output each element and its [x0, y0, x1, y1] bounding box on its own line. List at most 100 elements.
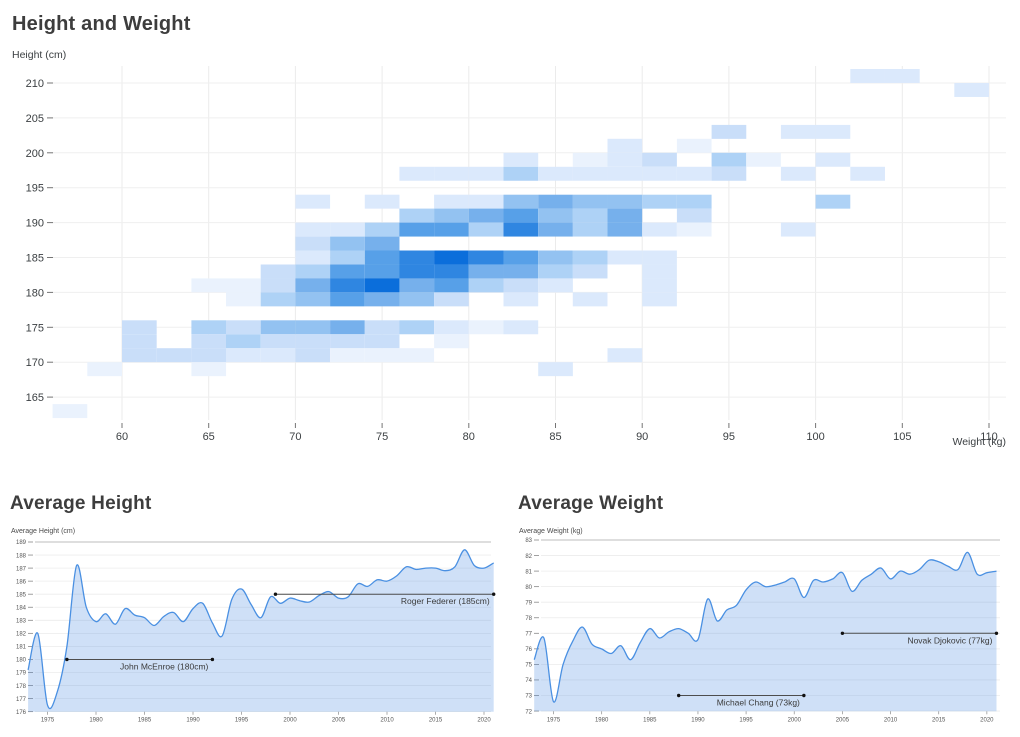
heatmap-cell — [503, 292, 539, 307]
annotation-end-dot — [802, 693, 806, 698]
heatmap-cell — [538, 194, 573, 209]
heatmap-cell — [711, 152, 747, 167]
heatmap-cell — [122, 320, 157, 335]
y-tick-label: 72 — [525, 709, 532, 715]
heatmap-cell — [434, 208, 469, 223]
heatmap-cell — [815, 124, 851, 139]
y-tick-label: 181 — [16, 645, 27, 651]
heatmap-cell — [156, 348, 192, 363]
heatmap-cell — [572, 222, 608, 237]
x-tick-label: 2015 — [932, 717, 946, 723]
x-tick-label: 105 — [893, 431, 911, 443]
x-tick-label: 1990 — [691, 717, 705, 723]
heatmap-x-axis-label: Weight (kg) — [952, 436, 1007, 448]
heatmap-cell — [468, 250, 504, 265]
heatmap-cell — [399, 166, 435, 181]
y-tick-label: 205 — [26, 113, 44, 125]
y-tick-label: 180 — [26, 287, 44, 299]
y-tick-label: 180 — [16, 658, 27, 664]
heatmap-cell — [503, 320, 539, 335]
heatmap-cell — [538, 166, 573, 181]
heatmap-cell — [434, 222, 469, 237]
heatmap-cell — [468, 278, 504, 293]
x-tick-label: 1975 — [547, 717, 561, 723]
y-tick-label: 81 — [525, 569, 532, 575]
annotation-start-dot — [65, 657, 69, 662]
heatmap-cell — [399, 292, 435, 307]
heatmap-cell — [572, 152, 608, 167]
y-tick-label: 175 — [26, 322, 44, 334]
y-tick-label: 165 — [26, 392, 44, 404]
heatmap-cell — [330, 236, 365, 251]
heatmap-cell — [191, 348, 227, 363]
heatmap-cell — [538, 278, 573, 293]
x-tick-label: 1975 — [41, 718, 55, 724]
heatmap-cell — [538, 250, 573, 265]
heatmap-cell — [364, 348, 400, 363]
x-tick-label: 70 — [289, 431, 301, 443]
annotation-label: Michael Chang (73kg) — [717, 698, 800, 708]
heatmap-cell — [330, 278, 365, 293]
heatmap-cell — [538, 362, 573, 377]
heatmap-cell — [503, 250, 539, 265]
annotation-start-dot — [676, 693, 681, 698]
heatmap-cell — [503, 166, 539, 181]
heatmap-cell — [364, 222, 400, 237]
heatmap-cell — [780, 124, 816, 139]
heatmap-cell — [364, 236, 400, 251]
heatmap-cell — [885, 69, 920, 83]
heatmap-cell — [330, 320, 365, 335]
avg-height-y-axis-label: Average Height (cm) — [11, 528, 76, 535]
height-weight-heatmap: 60 65 70 75 80 85 90 95 100 105 110 165 170 175 180 185… — [26, 66, 1006, 443]
y-tick-label: 73 — [525, 694, 532, 700]
heatmap-cell — [330, 348, 365, 363]
heatmap-cell — [572, 208, 608, 223]
heatmap-cell — [364, 334, 400, 349]
y-tick-label: 178 — [16, 684, 27, 690]
y-tick-label: 74 — [525, 678, 532, 684]
heatmap-cell — [260, 348, 296, 363]
heatmap-cell — [642, 264, 677, 279]
heatmap-cell — [815, 194, 851, 209]
y-tick-label: 210 — [26, 78, 44, 90]
heatmap-cell — [330, 222, 365, 237]
area-fill — [534, 552, 997, 712]
heatmap-cell — [642, 292, 677, 307]
heatmap-cell — [295, 320, 331, 335]
heatmap-cell — [226, 278, 261, 293]
heatmap-cell — [434, 194, 469, 209]
x-tick-label: 100 — [806, 431, 824, 443]
heatmap-cell — [191, 362, 227, 377]
heatmap-cell — [260, 320, 296, 335]
y-tick-label: 170 — [26, 357, 44, 369]
heatmap-cell — [676, 166, 712, 181]
heatmap-cell — [52, 404, 88, 419]
x-tick-label: 2020 — [477, 718, 491, 724]
x-tick-label: 2000 — [283, 718, 297, 724]
heatmap-cell — [434, 320, 469, 335]
heatmap-cell — [191, 278, 227, 293]
heatmap-cell — [607, 208, 643, 223]
heatmap-cell — [607, 348, 643, 363]
x-tick-label: 1980 — [595, 717, 609, 723]
y-tick-label: 185 — [16, 592, 27, 598]
heatmap-cell — [364, 194, 400, 209]
annotation-label: Roger Federer (185cm) — [401, 596, 490, 606]
heatmap-cell — [503, 222, 539, 237]
annotation-start-dot — [273, 592, 278, 596]
annotation-end-dot — [492, 592, 496, 596]
heatmap-cell — [399, 208, 435, 223]
heatmap-y-axis-label: Height (cm) — [12, 49, 67, 61]
x-tick-label: 2005 — [332, 718, 346, 724]
heatmap-cell — [295, 194, 331, 209]
area-line — [533, 551, 997, 703]
heatmap-cell — [122, 334, 157, 349]
x-tick-label: 1985 — [643, 717, 657, 723]
y-tick-label: 195 — [26, 183, 44, 195]
x-tick-label: 2020 — [980, 717, 994, 723]
heatmap-cell — [260, 292, 296, 307]
heatmap-cell — [503, 194, 539, 209]
y-tick-label: 185 — [26, 253, 44, 265]
heatmap-cell — [295, 250, 331, 265]
